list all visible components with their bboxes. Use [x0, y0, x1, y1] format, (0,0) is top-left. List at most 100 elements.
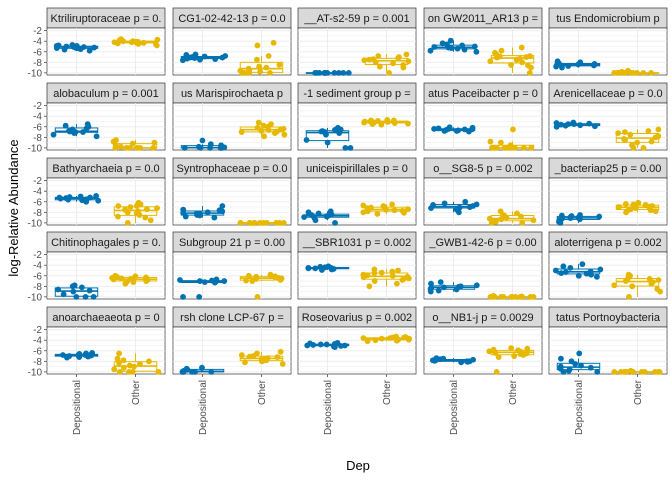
point-depositional: [321, 69, 328, 76]
point-other: [512, 144, 518, 151]
facet-panel-11: Bathyarchaeia p = 0.0 -2-4-6-8-10: [28, 157, 166, 229]
y-tick-label: -2: [33, 26, 42, 37]
point-other: [511, 353, 518, 359]
point-depositional: [216, 207, 223, 214]
point-other: [375, 53, 382, 59]
point-depositional: [93, 133, 100, 140]
point-depositional: [60, 291, 67, 298]
point-depositional: [553, 120, 560, 126]
point-depositional: [594, 368, 601, 375]
point-depositional: [318, 128, 325, 135]
point-depositional: [575, 272, 582, 279]
point-depositional: [567, 215, 574, 222]
point-other: [405, 58, 412, 65]
point-depositional: [57, 195, 64, 202]
point-other: [254, 350, 260, 357]
point-depositional: [432, 357, 439, 364]
point-other: [114, 40, 121, 47]
point-other: [622, 200, 629, 207]
facet-strip-label: aloterrigena p = 0.002: [554, 237, 661, 249]
point-other: [625, 67, 631, 74]
point-depositional: [330, 265, 337, 272]
point-other: [147, 217, 154, 224]
point-other: [508, 62, 514, 68]
point-depositional: [324, 213, 330, 219]
point-depositional: [179, 57, 186, 64]
point-depositional: [427, 47, 434, 54]
point-depositional: [342, 144, 349, 151]
point-other: [647, 207, 654, 214]
point-other: [487, 138, 494, 145]
x-tick-label: Depositional: [323, 380, 334, 435]
point-depositional: [430, 202, 436, 208]
point-depositional: [446, 124, 453, 131]
point-other: [378, 335, 385, 342]
point-other: [523, 54, 530, 60]
y-tick-label: -2: [33, 325, 42, 336]
facet-panel-4: on GW2011_AR13 p =: [423, 7, 543, 76]
point-other: [360, 202, 367, 209]
point-other: [371, 119, 377, 126]
point-other: [134, 38, 141, 45]
point-other: [520, 144, 527, 151]
point-depositional: [183, 52, 190, 58]
point-other: [273, 128, 280, 135]
point-depositional: [577, 212, 583, 218]
point-depositional: [453, 128, 460, 134]
point-other: [618, 368, 624, 375]
point-other: [625, 293, 632, 300]
facet-strip-label: _bacteriap25 p = 0.00: [554, 163, 662, 175]
point-other: [255, 119, 262, 126]
point-depositional: [221, 278, 228, 284]
point-other: [635, 199, 642, 206]
point-depositional: [597, 266, 604, 273]
point-other: [652, 208, 659, 215]
point-depositional: [86, 287, 93, 294]
point-other: [630, 69, 636, 76]
point-other: [524, 345, 531, 352]
point-other: [120, 357, 127, 364]
point-other: [508, 345, 515, 352]
point-depositional: [64, 354, 70, 361]
facet-panel-14: o__SG8-5 p = 0.002: [423, 157, 543, 226]
point-other: [116, 360, 122, 366]
point-other: [622, 278, 629, 284]
point-other: [126, 368, 132, 375]
point-other: [655, 126, 662, 133]
point-other: [118, 36, 124, 42]
point-other: [253, 276, 259, 282]
facet-panels: Ktriliruptoraceae p = 0.-2-4-6-8-10CG1-0…: [28, 7, 668, 435]
point-depositional: [586, 120, 593, 127]
point-depositional: [554, 58, 561, 65]
facet-strip-label: Roseovarius p = 0.002: [302, 312, 412, 324]
facet-panel-1: Ktriliruptoraceae p = 0. -2-4-6-8-10: [28, 7, 166, 79]
point-depositional: [334, 339, 341, 346]
point-other: [374, 211, 381, 217]
point-depositional: [192, 51, 199, 58]
point-depositional: [567, 264, 574, 271]
facet-strip-label: Arenicellaceae p = 0.0: [553, 88, 662, 100]
point-other: [154, 205, 160, 212]
facet-panel-25: tatus Portnoybacteria Depositional Other: [548, 306, 668, 435]
point-other: [360, 335, 367, 341]
point-other: [486, 348, 493, 355]
point-depositional: [312, 265, 319, 272]
point-other: [406, 335, 413, 342]
point-depositional: [212, 56, 219, 63]
point-other: [386, 69, 392, 76]
point-depositional: [444, 41, 450, 48]
facet-panel-19: _GWB1-42-6 p = 0.00: [423, 231, 543, 300]
point-other: [611, 282, 618, 289]
point-depositional: [324, 139, 331, 146]
facet-panel-3: __AT-s2-59 p = 0.001: [297, 7, 417, 76]
facet-strip-label: tatus Portnoybacteria: [556, 312, 661, 324]
point-depositional: [83, 125, 90, 132]
point-other: [391, 207, 398, 214]
point-other: [616, 69, 623, 76]
point-depositional: [459, 42, 466, 49]
point-other: [133, 144, 140, 151]
point-other: [627, 131, 634, 138]
point-other: [640, 69, 647, 76]
point-other: [400, 64, 407, 71]
point-other: [378, 121, 385, 128]
